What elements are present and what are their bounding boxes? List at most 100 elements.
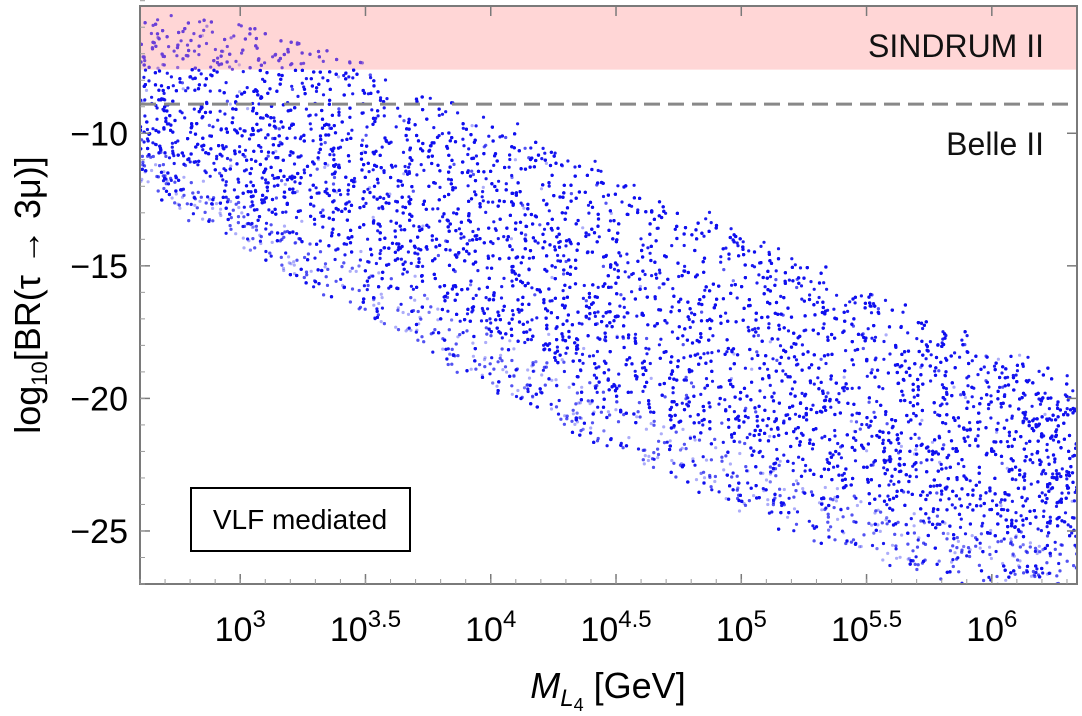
data-point [1012, 554, 1017, 558]
data-point [886, 494, 890, 498]
data-point [259, 241, 263, 246]
data-point [750, 357, 754, 361]
data-point [169, 75, 173, 79]
data-point [185, 43, 190, 47]
data-point [1066, 398, 1070, 402]
data-point [839, 508, 843, 512]
data-point [829, 377, 833, 381]
data-point [1026, 355, 1030, 359]
data-point [363, 307, 367, 311]
data-point [1065, 407, 1069, 411]
data-point [881, 558, 885, 562]
data-point [438, 185, 442, 189]
data-point [657, 268, 662, 272]
data-point [617, 384, 621, 388]
data-point [882, 339, 886, 344]
data-point [807, 519, 811, 523]
data-point [238, 127, 242, 131]
data-point [531, 395, 535, 399]
data-point [1063, 511, 1068, 515]
data-point [1055, 403, 1059, 407]
data-point [596, 285, 600, 289]
data-point [155, 117, 159, 121]
data-point [953, 506, 957, 510]
data-point [770, 510, 774, 514]
data-point [202, 28, 206, 32]
data-point [396, 306, 400, 310]
data-point [172, 49, 176, 53]
data-point [820, 508, 824, 512]
data-point [621, 335, 625, 339]
data-point [901, 393, 905, 397]
data-point [633, 332, 638, 336]
data-point [510, 248, 514, 252]
data-point [292, 272, 297, 276]
data-point [752, 265, 757, 269]
data-point [713, 479, 717, 484]
data-point [1009, 537, 1013, 541]
data-point [989, 528, 993, 533]
data-point [771, 357, 775, 361]
data-point [646, 246, 650, 250]
data-point [174, 140, 178, 145]
data-point [512, 373, 516, 377]
data-point [1018, 353, 1022, 357]
data-point [282, 268, 286, 273]
data-point [436, 207, 440, 211]
data-point [657, 343, 662, 347]
data-point [446, 309, 450, 313]
data-point [554, 378, 558, 382]
data-point [820, 436, 824, 440]
data-point [996, 357, 1001, 361]
data-point [870, 523, 874, 527]
data-point [873, 511, 877, 515]
data-point [347, 159, 351, 163]
data-point [876, 508, 880, 512]
data-point [693, 438, 697, 442]
data-point [536, 241, 540, 245]
data-point [577, 321, 581, 325]
data-point [728, 462, 733, 466]
data-point [314, 113, 318, 117]
data-point [1025, 497, 1029, 501]
data-point [419, 163, 423, 167]
data-point [912, 395, 916, 399]
data-point [394, 164, 398, 168]
data-point [737, 425, 741, 429]
data-point [332, 153, 336, 157]
data-point [921, 519, 926, 523]
data-point [768, 340, 772, 344]
data-point [582, 346, 586, 351]
data-point [763, 395, 767, 399]
data-point [730, 283, 734, 287]
data-point [786, 329, 791, 333]
data-point [302, 171, 307, 175]
data-point [175, 54, 179, 58]
data-point [416, 264, 420, 269]
data-point [989, 556, 994, 561]
data-point [662, 425, 666, 429]
data-point [272, 184, 276, 188]
data-point [280, 66, 284, 70]
data-point [547, 209, 551, 213]
data-point [405, 270, 409, 274]
data-point [241, 236, 245, 240]
data-point [897, 441, 901, 445]
data-point [396, 184, 400, 188]
data-point [371, 274, 375, 278]
data-point [795, 510, 800, 514]
data-point [312, 285, 316, 289]
data-point [215, 157, 219, 161]
data-point [1023, 472, 1027, 476]
data-point [300, 81, 304, 85]
data-point [519, 201, 523, 205]
data-point [154, 143, 158, 147]
data-point [907, 556, 912, 561]
data-point [860, 422, 864, 427]
data-point [571, 382, 575, 386]
data-point [204, 201, 208, 205]
data-point [181, 187, 185, 191]
data-point [686, 396, 690, 400]
data-point [465, 312, 470, 316]
data-point [178, 206, 182, 210]
